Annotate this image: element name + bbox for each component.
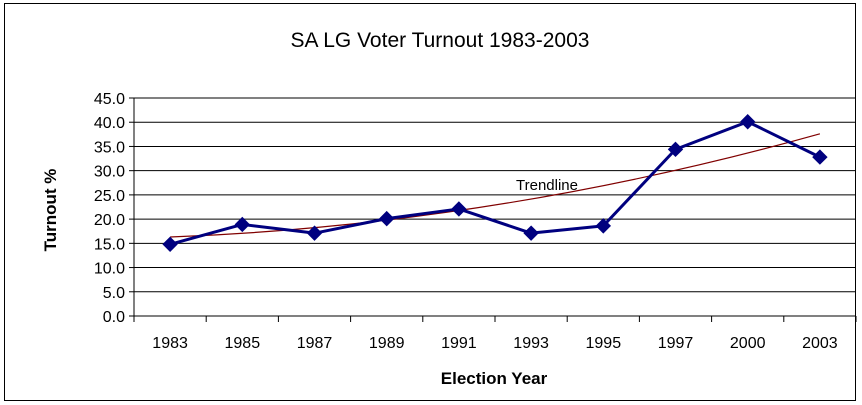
tick-labels: 0.0 5.0 10.0 15.0 20.0 25.0 30.0 35.0 40.0 45.0 19… — [94, 91, 838, 352]
x-tick-label: 1993 — [513, 335, 549, 352]
x-tick-label: 2000 — [730, 335, 766, 352]
chart-title: SA LG Voter Turnout 1983-2003 — [291, 29, 590, 52]
x-tick-label: 1987 — [297, 335, 333, 352]
y-tick-label: 10.0 — [94, 261, 125, 278]
y-tick-label: 0.0 — [103, 309, 125, 326]
series-line — [169, 120, 821, 246]
y-tick-label: 25.0 — [94, 188, 125, 205]
x-tick-label: 1997 — [658, 335, 694, 352]
data-point — [812, 149, 828, 165]
y-tick-label: 20.0 — [94, 212, 125, 229]
x-tick-label: 1995 — [586, 335, 622, 352]
y-tick-label: 15.0 — [94, 236, 125, 253]
data-point — [162, 236, 178, 253]
y-axis-title: Turnout % — [41, 169, 60, 252]
data-point — [667, 141, 684, 158]
data-point — [451, 201, 467, 217]
chart-area — [4, 3, 856, 401]
y-tick-label: 35.0 — [94, 139, 125, 156]
gridlines — [134, 97, 856, 293]
y-tick-label: 5.0 — [103, 285, 125, 302]
data-point — [234, 216, 251, 233]
y-tick-label: 45.0 — [94, 91, 125, 108]
x-tick-label: 1985 — [225, 335, 261, 352]
axes — [129, 97, 857, 322]
data-point — [378, 210, 395, 227]
series-group — [162, 114, 828, 253]
trendline-label: Trendline — [516, 177, 578, 194]
x-axis-title: Election Year — [441, 369, 548, 388]
data-point — [306, 225, 323, 241]
x-tick-label: 2003 — [802, 335, 838, 352]
data-point — [523, 225, 539, 241]
x-tick-label: 1991 — [441, 335, 477, 352]
data-point — [739, 114, 756, 130]
x-tick-label: 1983 — [152, 335, 188, 352]
x-tick-label: 1989 — [369, 335, 405, 352]
trendline-group — [170, 133, 821, 238]
data-point — [595, 218, 612, 234]
y-tick-label: 40.0 — [94, 115, 125, 132]
trendline — [170, 133, 821, 238]
y-tick-label: 30.0 — [94, 164, 125, 181]
